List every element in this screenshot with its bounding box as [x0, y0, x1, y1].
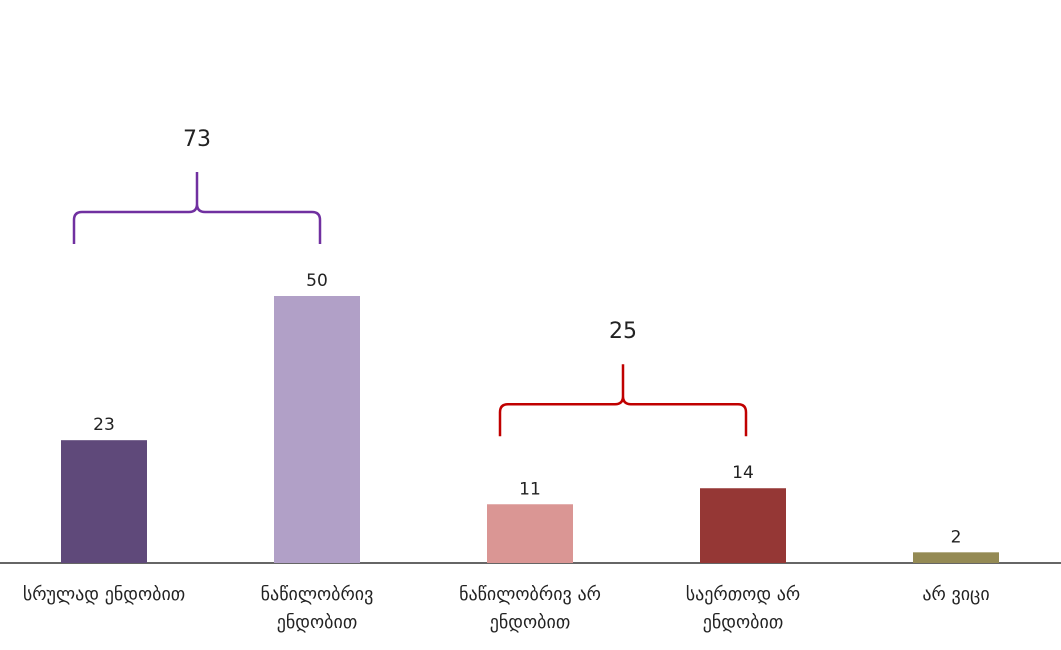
bar-1	[274, 296, 360, 563]
category-label-3: საერთოდ არ ენდობით	[686, 584, 801, 633]
group-bracket-0	[72, 172, 322, 244]
category-label-0-line-0: სრულად ენდობით	[23, 584, 185, 605]
value-label-0: 23	[93, 415, 115, 435]
category-label-0: სრულად ენდობით	[23, 584, 185, 605]
group-brackets: 73 25	[72, 127, 748, 437]
value-label-2: 11	[519, 479, 541, 499]
bar-3	[700, 488, 786, 563]
category-label-4-line-0: არ ვიცი	[922, 584, 989, 605]
category-label-1: ნაწილობრივ ენდობით	[261, 584, 374, 633]
bar-0	[61, 440, 147, 563]
data-labels: 23 50 11 14 2	[93, 271, 961, 547]
bars	[61, 296, 999, 563]
category-labels: სრულად ენდობით ნაწილობრივ ენდობითნაწილობრი…	[23, 584, 990, 633]
category-label-2-line-0: ნაწილობრივ არ	[459, 584, 601, 605]
value-label-4: 2	[951, 527, 962, 547]
category-label-1-line-0: ნაწილობრივ	[261, 584, 374, 605]
group-bracket-1	[498, 364, 748, 437]
bar-2	[487, 504, 573, 563]
category-label-2: ნაწილობრივ არ ენდობით	[459, 584, 601, 633]
category-label-2-line-1: ენდობით	[490, 612, 570, 633]
value-label-3: 14	[732, 463, 754, 483]
category-label-3-line-1: ენდობით	[703, 612, 783, 633]
category-label-3-line-0: საერთოდ არ	[686, 584, 801, 605]
group-total-label-1: 25	[609, 319, 637, 344]
category-label-1-line-1: ენდობით	[277, 612, 357, 633]
category-label-4: არ ვიცი	[922, 584, 989, 605]
value-label-1: 50	[306, 271, 328, 291]
group-total-label-0: 73	[183, 127, 211, 152]
bar-4	[913, 552, 999, 563]
